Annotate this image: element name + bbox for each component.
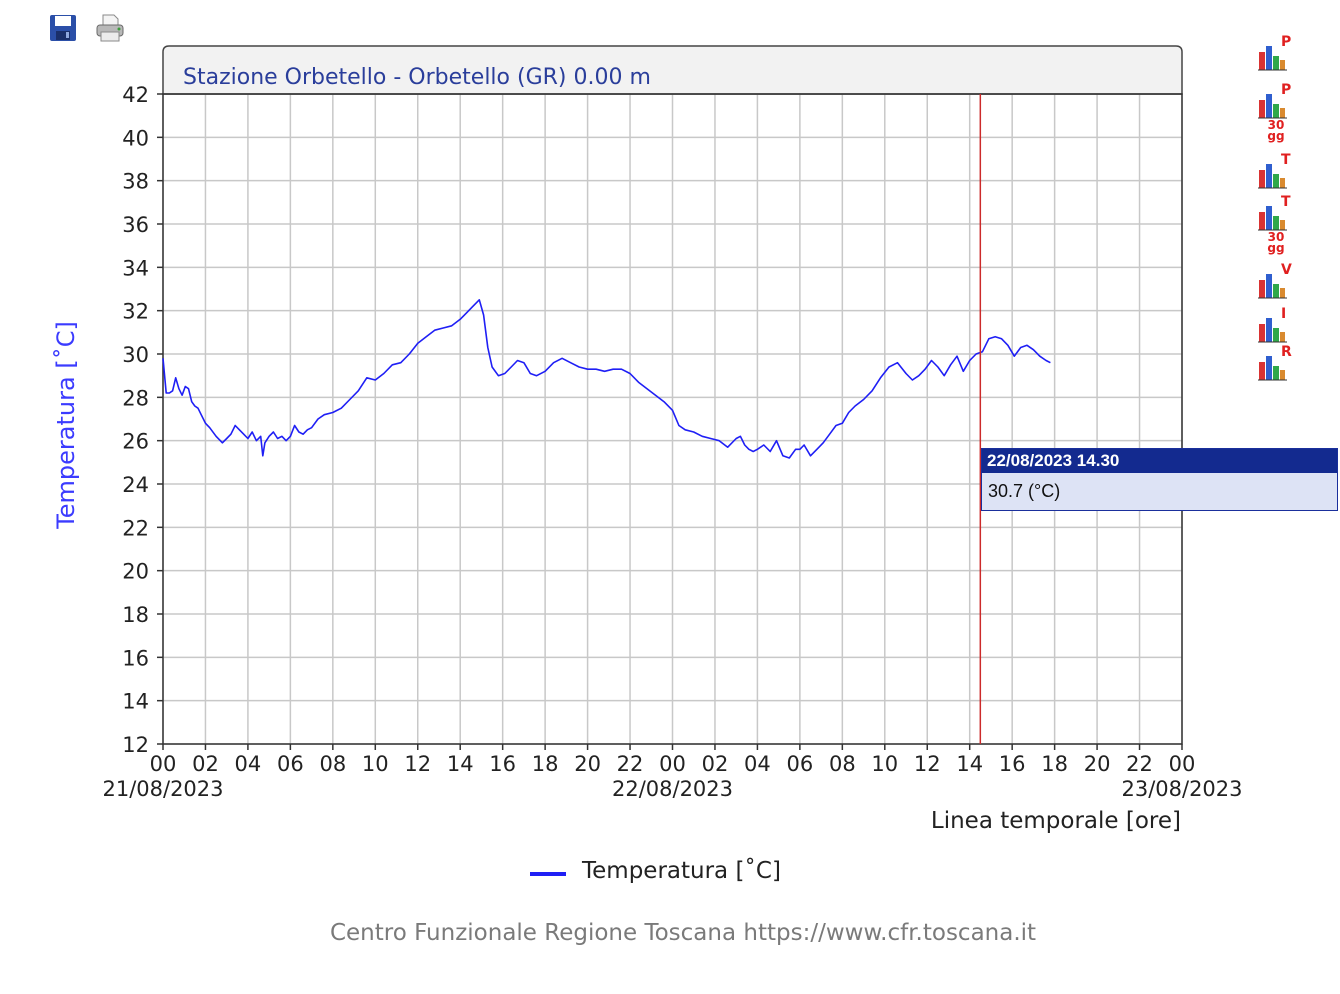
x-axis-label: Linea temporale [ore]: [931, 808, 1181, 834]
temperature-30-days-chart-icon: [1258, 206, 1287, 231]
x-tick-label: 14: [447, 752, 474, 776]
chart-type-letter: R: [1281, 344, 1292, 360]
x-tick-label: 18: [1041, 752, 1068, 776]
floppy-disk-icon: [50, 15, 76, 41]
save-button[interactable]: [48, 12, 80, 44]
x-axis-ticks: 00 02 04 06 08 10 12 14 16 18 20 22 00 02 04 06 08 10 12 14…: [150, 744, 1196, 776]
chart-title: Stazione Orbetello - Orbetello (GR) 0.00…: [183, 65, 651, 90]
x-tick-label: 08: [319, 752, 346, 776]
chart-type-letter: P: [1281, 82, 1292, 98]
chart-type-letter: V: [1281, 262, 1292, 278]
x-tick-label: 14: [956, 752, 983, 776]
x-tick-label: 12: [404, 752, 431, 776]
x-tick-label: 12: [914, 752, 941, 776]
y-tick-label: 34: [122, 256, 149, 280]
y-axis-label: Temperatura [˚C]: [52, 321, 80, 530]
chart-type-letter: T: [1281, 152, 1291, 168]
x-date-label: 23/08/2023: [1121, 777, 1242, 801]
y-tick-label: 22: [122, 516, 149, 540]
y-tick-label: 40: [122, 126, 149, 150]
chart-type-button[interactable]: V: [1256, 262, 1296, 302]
x-tick-label: 02: [192, 752, 219, 776]
chart-type-period: 30 gg: [1267, 118, 1285, 143]
wind-chart-icon: [1258, 274, 1287, 299]
chart-type-button[interactable]: P 30 gg: [1256, 82, 1296, 146]
temperature-line: [162, 299, 1051, 459]
x-tick-label: 00: [659, 752, 686, 776]
x-tick-label: 16: [999, 752, 1026, 776]
y-tick-label: 30: [122, 343, 149, 367]
y-tick-label: 42: [122, 83, 149, 107]
x-tick-label: 00: [150, 752, 177, 776]
print-button[interactable]: [94, 12, 126, 44]
radiation-chart-icon: [1258, 356, 1287, 381]
footer-credit: Centro Funzionale Regione Toscana https:…: [329, 920, 1037, 946]
x-tick-label: 10: [871, 752, 898, 776]
y-tick-label: 32: [122, 300, 149, 324]
chart-type-letter: I: [1281, 306, 1287, 322]
x-tick-label: 02: [702, 752, 729, 776]
x-date-label: 22/08/2023: [612, 777, 733, 801]
x-date-label: 21/08/2023: [102, 777, 223, 801]
chart-type-button[interactable]: T 30 gg: [1256, 194, 1296, 258]
x-tick-label: 22: [617, 752, 644, 776]
chart-type-period: 30 gg: [1267, 230, 1285, 255]
chart-type-letter: P: [1281, 34, 1292, 50]
temperature-chart-icon: [1258, 164, 1287, 189]
y-tick-label: 20: [122, 560, 149, 584]
y-axis-ticks: 12 14 16 18 20 22 24 26 28 30 32 34 36 38 40 42: [122, 83, 163, 757]
y-tick-label: 36: [122, 213, 149, 237]
x-tick-label: 20: [1084, 752, 1111, 776]
chart-type-letter: T: [1281, 194, 1291, 210]
hydrometric-chart-icon: [1258, 318, 1287, 343]
x-tick-label: 18: [532, 752, 559, 776]
rain-chart-icon: [1258, 46, 1287, 71]
chart-type-button[interactable]: P: [1256, 34, 1296, 74]
printer-icon: [96, 14, 124, 42]
x-tick-label: 04: [744, 752, 771, 776]
y-tick-label: 28: [122, 386, 149, 410]
x-tick-label: 06: [787, 752, 814, 776]
chart-type-button[interactable]: T: [1256, 152, 1296, 192]
chart-title-box: Stazione Orbetello - Orbetello (GR) 0.00…: [162, 45, 1183, 95]
x-tick-label: 00: [1169, 752, 1196, 776]
value-tooltip: 22/08/2023 14.30 30.7 (°C): [981, 448, 1338, 511]
y-tick-label: 24: [122, 473, 149, 497]
x-tick-label: 20: [574, 752, 601, 776]
x-tick-label: 06: [277, 752, 304, 776]
y-tick-label: 16: [122, 646, 149, 670]
y-tick-label: 18: [122, 603, 149, 627]
x-tick-label: 22: [1126, 752, 1153, 776]
legend-label: Temperatura [˚C]: [582, 858, 781, 884]
chart-type-button[interactable]: R: [1256, 344, 1296, 384]
x-tick-label: 08: [829, 752, 856, 776]
x-axis-dates: 21/08/2023 22/08/2023 23/08/2023: [102, 777, 1242, 801]
y-tick-label: 26: [122, 430, 149, 454]
rain-30-days-chart-icon: [1258, 94, 1287, 119]
x-tick-label: 10: [362, 752, 389, 776]
y-tick-label: 12: [122, 733, 149, 757]
x-tick-label: 04: [235, 752, 262, 776]
legend-swatch: [530, 872, 566, 876]
y-tick-label: 38: [122, 170, 149, 194]
x-tick-label: 16: [489, 752, 516, 776]
chart-type-button[interactable]: I: [1256, 306, 1296, 346]
tooltip-date: 22/08/2023 14.30: [982, 449, 1337, 473]
chart-type-menu: P P 30 gg T T 30 gg V I R: [1256, 34, 1306, 394]
tooltip-value: 30.7 (°C): [988, 481, 1061, 501]
y-tick-label: 14: [122, 690, 149, 714]
